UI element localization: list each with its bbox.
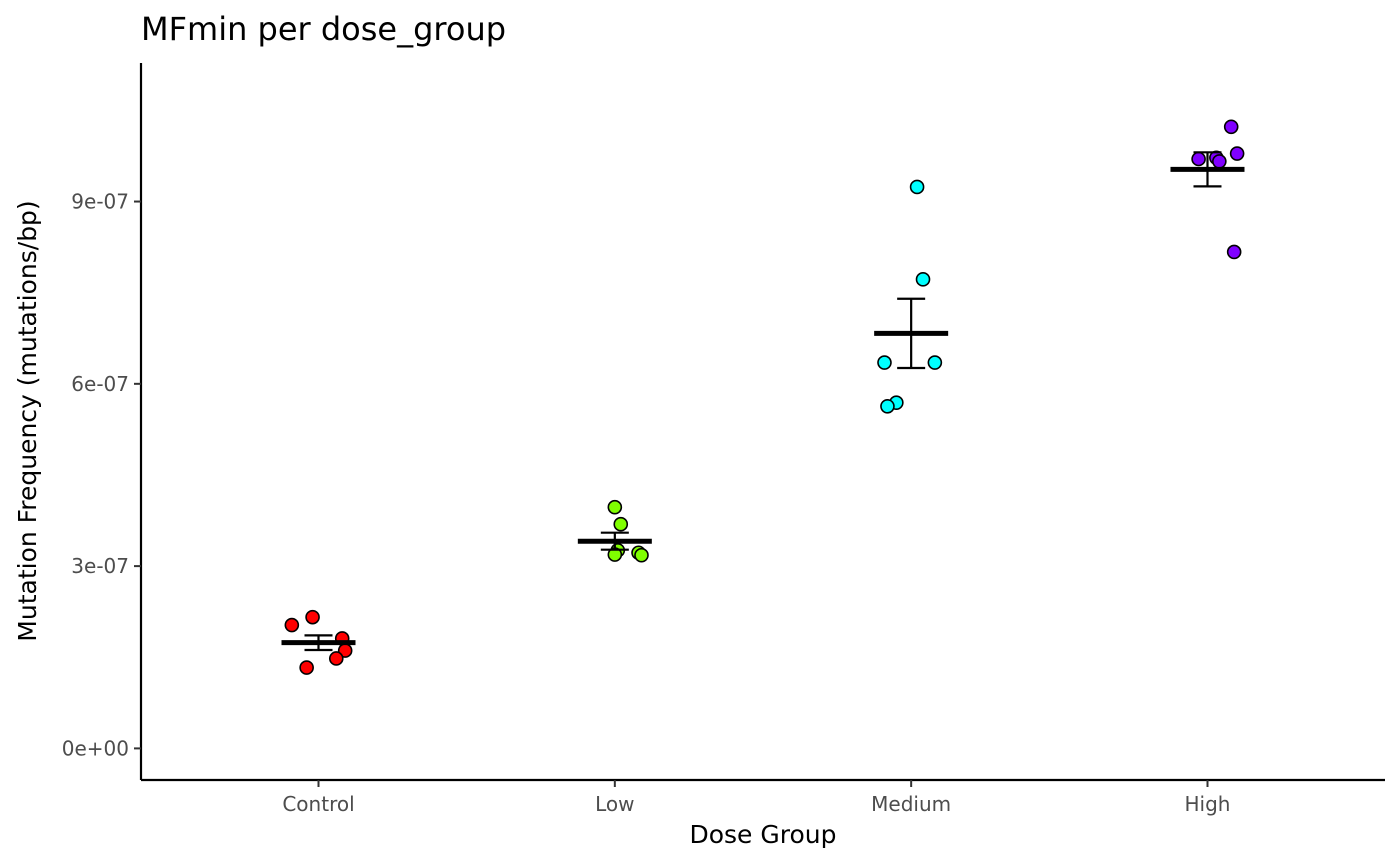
y-tick-label: 6e-07 — [71, 372, 129, 396]
data-point — [1212, 154, 1227, 169]
data-point — [1223, 119, 1239, 135]
data-point — [915, 272, 931, 287]
data-point — [299, 660, 314, 675]
x-tick-label: Medium — [871, 792, 951, 816]
data-point — [1229, 146, 1245, 161]
data-point — [634, 547, 649, 563]
data-point — [909, 179, 925, 195]
data-point — [1191, 151, 1206, 167]
dose-group-control — [281, 609, 356, 675]
y-tick-label: 3e-07 — [71, 554, 129, 578]
plot-area — [281, 119, 1245, 675]
data-point — [877, 355, 892, 370]
data-point — [927, 355, 943, 370]
data-point — [613, 516, 629, 532]
x-axis-title: Dose Group — [689, 820, 836, 849]
dose-group-high — [1170, 119, 1245, 260]
y-tick-label: 0e+00 — [62, 736, 129, 760]
x-tick-label: Control — [282, 792, 354, 816]
y-axis-title: Mutation Frequency (mutations/bp) — [13, 200, 42, 641]
data-point — [1226, 244, 1242, 260]
dose-group-medium — [874, 179, 949, 414]
data-point — [607, 499, 623, 515]
x-tick-label: High — [1185, 792, 1231, 816]
y-tick-label: 9e-07 — [71, 190, 129, 214]
data-point — [880, 399, 895, 414]
data-point — [328, 651, 344, 666]
data-point — [305, 609, 320, 625]
x-tick-label: Low — [595, 792, 634, 816]
dose-group-low — [577, 499, 652, 563]
data-point — [284, 617, 300, 633]
chart-title: MFmin per dose_group — [141, 10, 506, 48]
